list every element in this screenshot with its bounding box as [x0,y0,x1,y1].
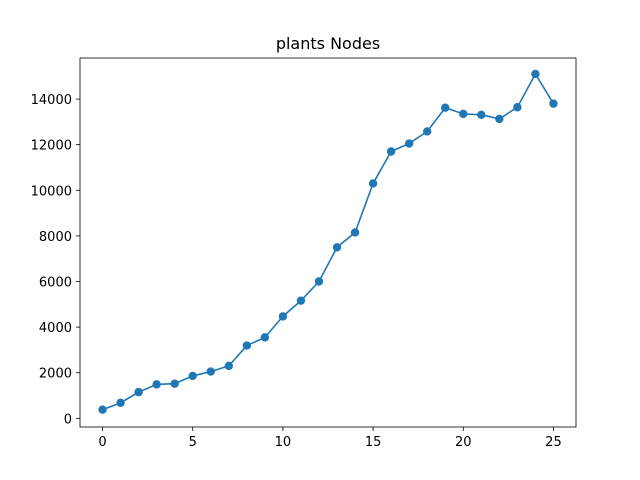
x-tick-label: 25 [545,435,562,450]
y-tick-label: 4000 [39,321,72,336]
data-point [116,398,125,408]
data-point [332,243,342,252]
data-point [404,139,414,148]
data-point [386,147,396,156]
data-point [296,296,306,305]
data-point [350,228,360,237]
series-line [102,73,555,411]
data-point [134,387,143,397]
x-tick-label: 0 [98,435,106,450]
axes-frame [79,57,577,428]
plot-area: 0 5 10 15 20 25 0 2000 4000 6000 8000 10000 12000 140… [31,57,577,450]
data-point [278,312,288,321]
data-point [549,99,558,108]
x-tick-label: 15 [365,435,382,450]
y-tick-label: 14000 [31,93,72,108]
y-tick-label: 8000 [39,230,72,245]
data-point [513,103,522,112]
data-point [531,69,540,79]
data-point [242,341,252,350]
data-point [368,179,378,188]
data-point [314,277,324,286]
data-point [206,367,215,376]
data-point [441,103,450,112]
x-tick-label: 10 [275,435,292,450]
data-point [188,371,197,381]
data-point [459,109,468,119]
data-point [152,380,161,389]
data-point [260,333,270,342]
data-point [423,127,432,136]
data-point [477,110,486,119]
y-tick-label: 12000 [31,139,72,154]
y-tick-label: 6000 [39,275,72,290]
data-point [98,405,107,414]
x-tick-label: 20 [455,435,472,450]
y-tick-label: 0 [64,412,72,427]
data-point [495,114,504,124]
y-tick-label: 10000 [31,184,72,199]
data-point [224,361,233,371]
chart-title: plants Nodes [276,34,380,53]
x-tick-label: 5 [189,435,197,450]
y-tick-label: 2000 [39,367,72,382]
data-point [170,379,179,388]
